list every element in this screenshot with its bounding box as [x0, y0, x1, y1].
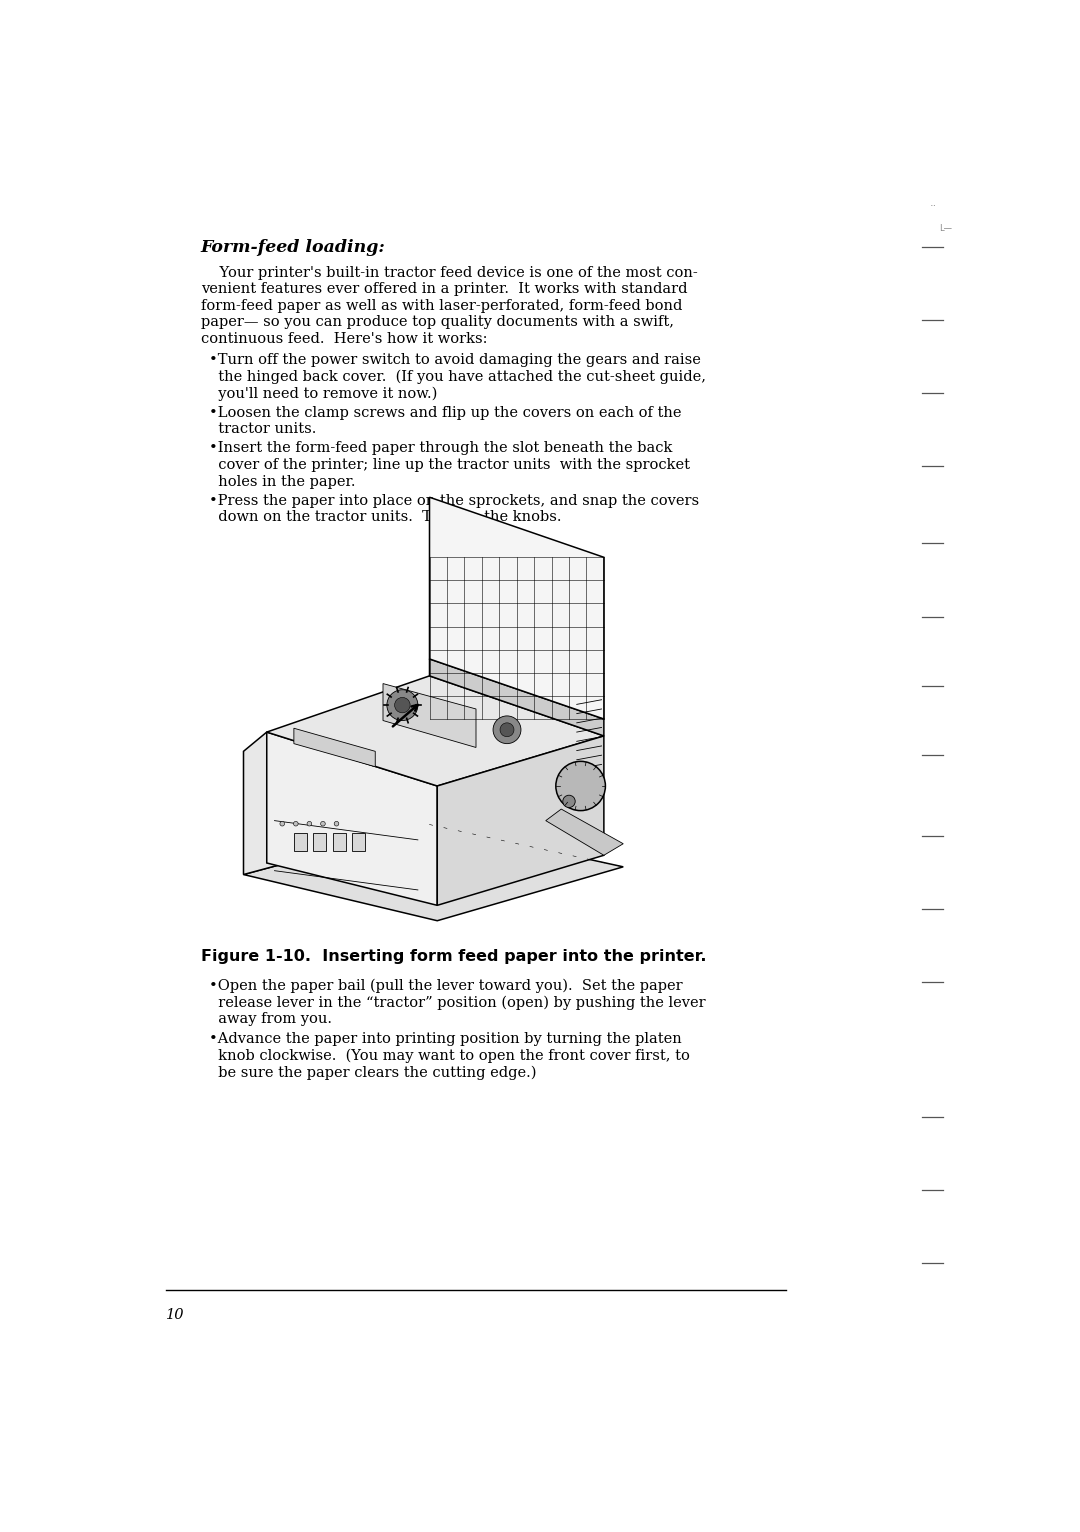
- Text: •Insert the form-feed paper through the slot beneath the back: •Insert the form-feed paper through the …: [208, 441, 672, 455]
- Text: form-feed paper as well as with laser-perforated, form-feed bond: form-feed paper as well as with laser-pe…: [201, 299, 683, 313]
- Text: •Loosen the clamp screws and flip up the covers on each of the: •Loosen the clamp screws and flip up the…: [208, 406, 681, 420]
- Circle shape: [294, 821, 298, 826]
- Polygon shape: [383, 683, 476, 748]
- Text: be sure the paper clears the cutting edge.): be sure the paper clears the cutting edg…: [208, 1065, 536, 1080]
- Text: the hinged back cover.  (If you have attached the cut-sheet guide,: the hinged back cover. (If you have atta…: [208, 369, 705, 385]
- Circle shape: [334, 821, 339, 826]
- Polygon shape: [243, 824, 623, 921]
- Text: ··: ··: [930, 201, 936, 211]
- Text: 10: 10: [166, 1308, 185, 1322]
- Text: cover of the printer; line up the tractor units  with the sprocket: cover of the printer; line up the tracto…: [208, 458, 690, 472]
- Polygon shape: [243, 732, 437, 875]
- Circle shape: [321, 821, 325, 826]
- Circle shape: [563, 795, 576, 807]
- Bar: [333, 833, 346, 852]
- Polygon shape: [430, 659, 604, 735]
- Text: down on the tractor units.  Tighten the knobs.: down on the tractor units. Tighten the k…: [208, 510, 562, 524]
- Bar: [313, 833, 326, 852]
- Circle shape: [494, 715, 521, 743]
- Polygon shape: [267, 676, 604, 786]
- Circle shape: [556, 761, 606, 810]
- Polygon shape: [437, 735, 604, 905]
- Polygon shape: [430, 498, 604, 719]
- Text: tractor units.: tractor units.: [208, 423, 316, 437]
- Text: Form-feed loading:: Form-feed loading:: [201, 239, 386, 256]
- Text: •Press the paper into place on the sprockets, and snap the covers: •Press the paper into place on the sproc…: [208, 493, 699, 509]
- Polygon shape: [545, 809, 623, 855]
- Text: venient features ever offered in a printer.  It works with standard: venient features ever offered in a print…: [201, 282, 687, 296]
- Circle shape: [394, 697, 410, 712]
- Text: continuous feed.  Here's how it works:: continuous feed. Here's how it works:: [201, 332, 487, 346]
- Bar: [294, 833, 307, 852]
- Text: Figure 1-10.  Inserting form feed paper into the printer.: Figure 1-10. Inserting form feed paper i…: [201, 950, 706, 964]
- Circle shape: [387, 689, 418, 720]
- Text: release lever in the “tractor” position (open) by pushing the lever: release lever in the “tractor” position …: [208, 996, 705, 1010]
- Circle shape: [280, 821, 284, 826]
- Polygon shape: [267, 732, 437, 905]
- Circle shape: [500, 723, 514, 737]
- Text: knob clockwise.  (You may want to open the front cover first, to: knob clockwise. (You may want to open th…: [208, 1049, 689, 1063]
- Text: paper— so you can produce top quality documents with a swift,: paper— so you can produce top quality do…: [201, 316, 674, 329]
- Polygon shape: [294, 728, 375, 766]
- Bar: [352, 833, 365, 852]
- Circle shape: [307, 821, 312, 826]
- Text: •Open the paper bail (pull the lever toward you).  Set the paper: •Open the paper bail (pull the lever tow…: [208, 979, 683, 993]
- Text: •Turn off the power switch to avoid damaging the gears and raise: •Turn off the power switch to avoid dama…: [208, 354, 701, 368]
- Text: •Advance the paper into printing position by turning the platen: •Advance the paper into printing positio…: [208, 1033, 681, 1046]
- Text: holes in the paper.: holes in the paper.: [208, 475, 355, 489]
- Text: Your printer's built-in tractor feed device is one of the most con-: Your printer's built-in tractor feed dev…: [201, 265, 698, 280]
- Text: L—: L—: [940, 224, 953, 233]
- Text: away from you.: away from you.: [208, 1013, 332, 1026]
- Text: you'll need to remove it now.): you'll need to remove it now.): [208, 386, 437, 401]
